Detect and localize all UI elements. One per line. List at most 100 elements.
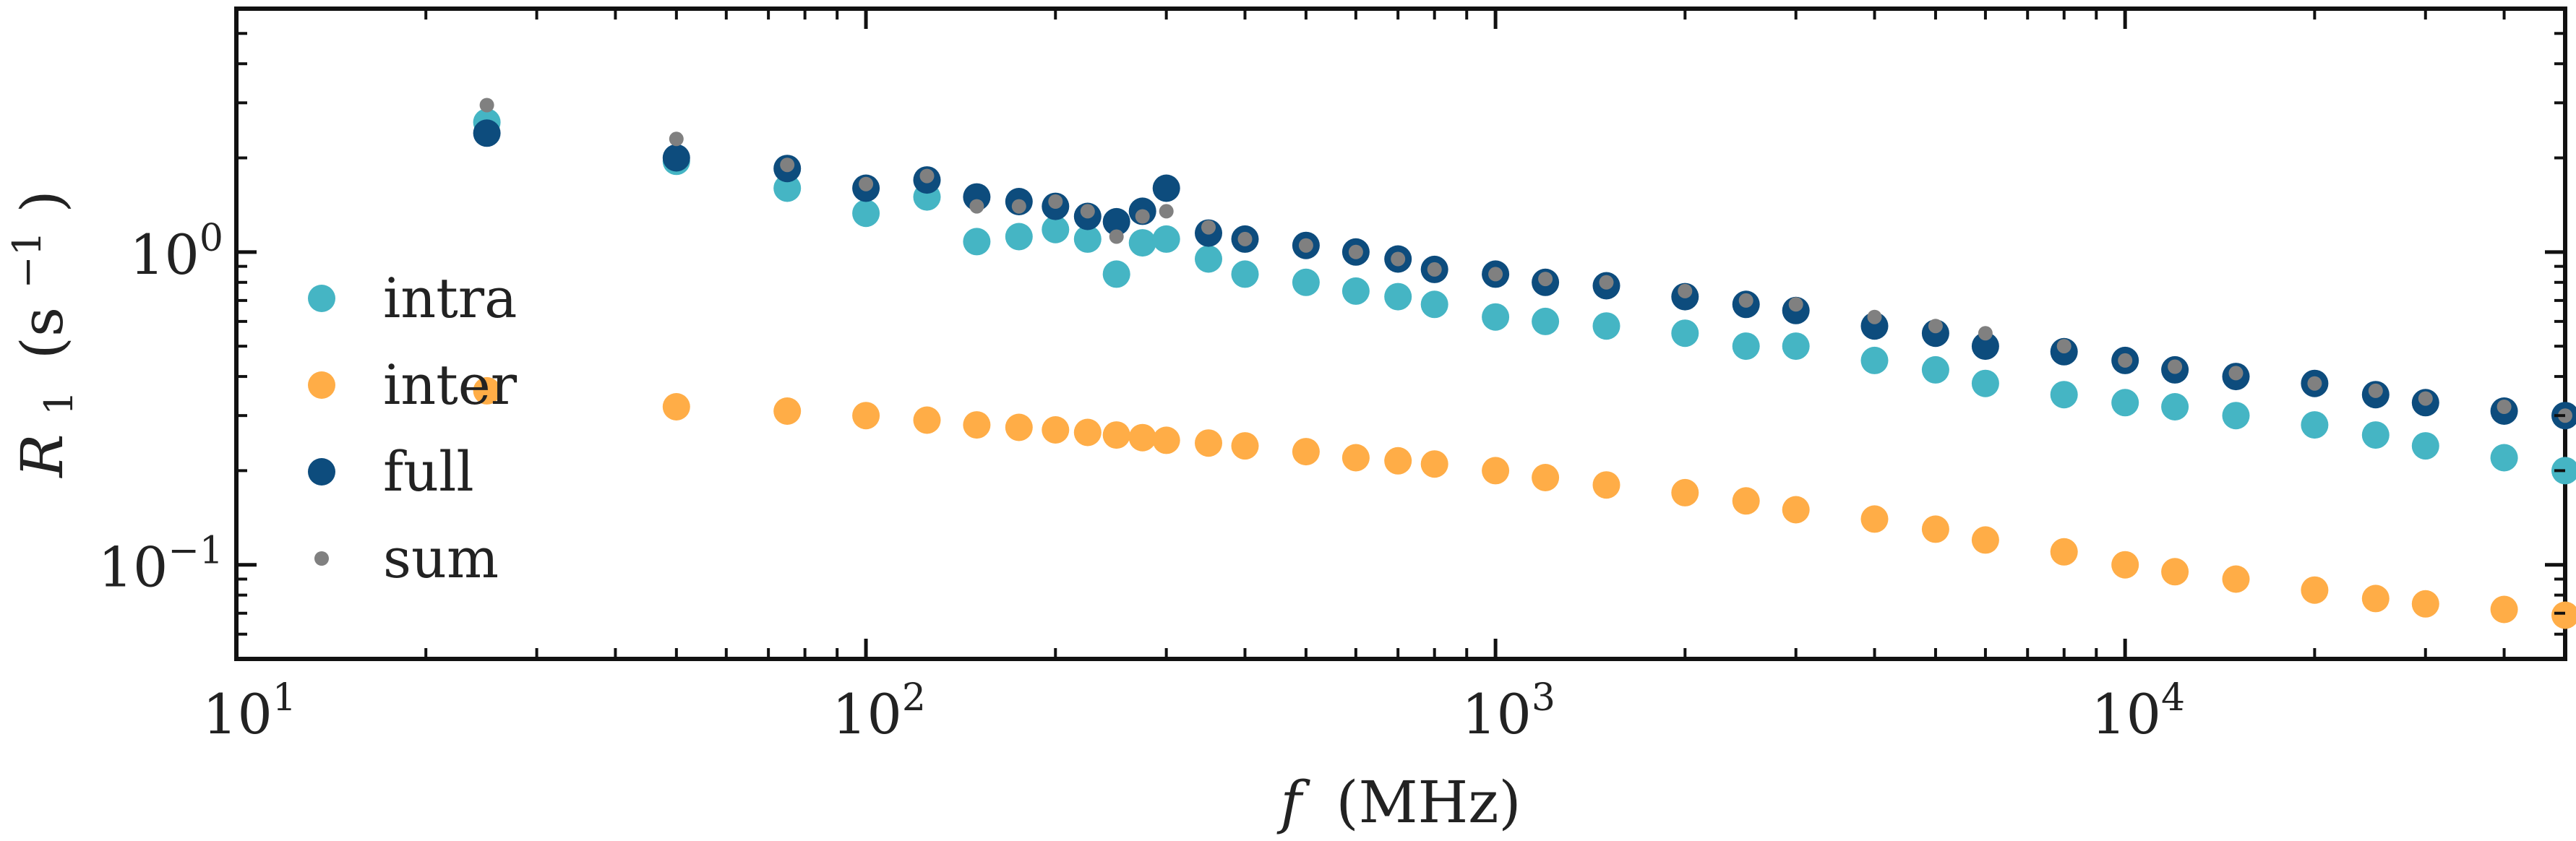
- point-inter-32: [2361, 585, 2390, 613]
- point-intra-30: [2222, 402, 2250, 430]
- legend-item-full: full: [308, 439, 474, 504]
- point-inter-24: [1860, 505, 1889, 533]
- legend-marker-full: [308, 458, 335, 486]
- point-sum-10: [1135, 209, 1150, 224]
- point-inter-11: [1152, 426, 1180, 454]
- point-inter-1: [662, 393, 690, 420]
- point-full-1: [662, 144, 690, 172]
- point-sum-18: [1488, 267, 1503, 282]
- point-sum-16: [1391, 251, 1406, 267]
- series-intra: [473, 108, 2576, 485]
- point-intra-14: [1292, 268, 1320, 296]
- legend-label-full: full: [383, 439, 474, 504]
- x-tick-label-base: 10: [832, 682, 902, 746]
- point-intra-19: [1532, 307, 1560, 335]
- y-tick-label: 100: [129, 217, 223, 287]
- x-tick-label-exp: 1: [272, 676, 296, 720]
- y-tick-label-exp: −1: [168, 530, 223, 573]
- point-intra-10: [1128, 229, 1156, 257]
- point-sum-34: [2496, 400, 2512, 414]
- point-inter-7: [1042, 416, 1070, 444]
- point-intra-16: [1384, 283, 1412, 311]
- point-sum-26: [1978, 326, 1993, 341]
- point-intra-25: [1921, 355, 1949, 384]
- point-intra-11: [1152, 225, 1180, 253]
- point-intra-28: [2111, 389, 2139, 417]
- point-inter-9: [1102, 421, 1130, 449]
- point-intra-29: [2161, 393, 2189, 420]
- point-intra-23: [1782, 332, 1810, 361]
- y-axis-label-variable: R: [9, 434, 76, 478]
- point-inter-20: [1592, 471, 1620, 499]
- legend-item-inter: inter: [308, 353, 518, 417]
- series-sum: [479, 98, 2572, 423]
- point-intra-15: [1341, 277, 1370, 305]
- point-intra-7: [1042, 215, 1070, 243]
- x-tick-label: 104: [2091, 676, 2185, 746]
- point-inter-5: [963, 411, 991, 439]
- point-sum-23: [1788, 297, 1803, 312]
- point-inter-0: [473, 376, 501, 405]
- point-intra-9: [1102, 260, 1130, 288]
- point-inter-25: [1921, 515, 1949, 543]
- data-points: [473, 98, 2576, 629]
- point-intra-20: [1592, 312, 1620, 340]
- point-sum-3: [859, 176, 874, 191]
- point-sum-5: [969, 199, 984, 214]
- point-full-11: [1152, 174, 1180, 202]
- point-inter-3: [852, 402, 880, 430]
- legend-item-intra: intra: [308, 266, 517, 330]
- point-sum-9: [1109, 229, 1124, 244]
- point-sum-30: [2228, 366, 2244, 381]
- x-axis-label-unit: (MHz): [1336, 769, 1521, 836]
- y-tick-label: 10−1: [98, 530, 223, 600]
- legend-item-sum: sum: [314, 526, 499, 590]
- y-axis-label-subscript: 1: [36, 391, 82, 415]
- point-sum-21: [1678, 283, 1693, 298]
- point-sum-28: [2118, 353, 2133, 368]
- series-inter: [473, 376, 2576, 629]
- y-axis-label: R 1 (s −1 ): [0, 190, 86, 478]
- point-sum-33: [2418, 391, 2433, 406]
- point-sum-4: [919, 168, 935, 184]
- point-sum-8: [1080, 204, 1095, 219]
- x-tick-label: 102: [832, 676, 926, 746]
- point-sum-13: [1237, 231, 1253, 246]
- point-sum-20: [1599, 275, 1614, 290]
- point-intra-17: [1420, 290, 1448, 319]
- point-sum-1: [669, 131, 684, 147]
- point-inter-28: [2111, 551, 2139, 579]
- point-intra-6: [1005, 223, 1033, 251]
- point-inter-18: [1482, 457, 1510, 485]
- x-tick-label: 101: [202, 676, 296, 746]
- point-intra-24: [1860, 346, 1889, 374]
- point-inter-27: [2050, 538, 2078, 566]
- y-tick-label-base: 10: [98, 535, 168, 600]
- point-intra-13: [1231, 260, 1259, 288]
- point-inter-10: [1128, 423, 1156, 452]
- point-sum-0: [479, 98, 494, 113]
- x-tick-label-base: 10: [202, 682, 272, 746]
- point-sum-29: [2168, 359, 2183, 374]
- point-sum-17: [1427, 262, 1442, 277]
- point-inter-19: [1532, 464, 1560, 491]
- point-sum-32: [2368, 383, 2383, 398]
- point-intra-3: [852, 199, 880, 228]
- point-inter-23: [1782, 496, 1810, 524]
- point-sum-31: [2307, 376, 2322, 391]
- point-inter-14: [1292, 438, 1320, 466]
- point-inter-29: [2161, 558, 2189, 586]
- legend: intra inter full sum: [308, 266, 518, 590]
- legend-marker-sum: [314, 551, 329, 566]
- y-axis-label-unit-exponent: −1: [4, 231, 50, 289]
- legend-marker-intra: [308, 285, 335, 312]
- point-inter-15: [1341, 444, 1370, 472]
- point-sum-2: [780, 158, 795, 173]
- plot-frame: [234, 7, 2567, 661]
- point-inter-21: [1671, 478, 1699, 506]
- x-tick-label-exp: 4: [2161, 676, 2185, 720]
- point-inter-2: [773, 397, 802, 425]
- y-tick-label-base: 10: [129, 223, 199, 287]
- point-intra-26: [1971, 369, 1999, 397]
